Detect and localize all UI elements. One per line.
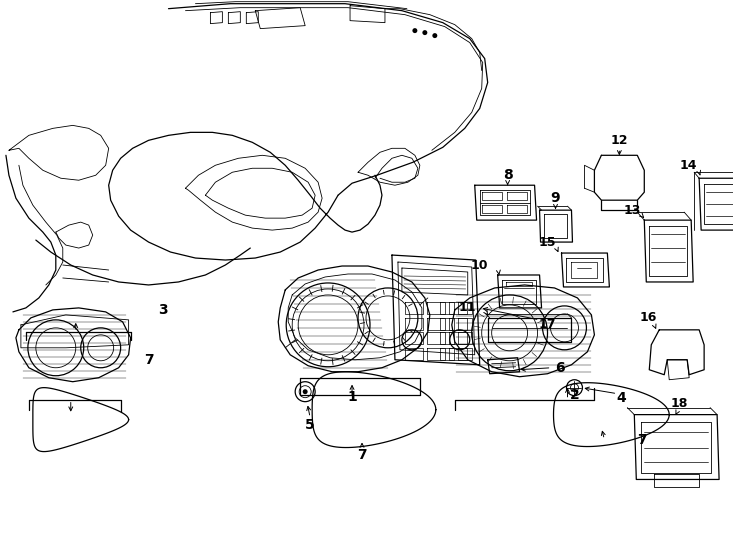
Text: 7: 7 bbox=[357, 448, 367, 462]
Text: 15: 15 bbox=[539, 235, 556, 248]
Text: 1: 1 bbox=[347, 390, 357, 404]
Text: 11: 11 bbox=[459, 301, 476, 314]
Circle shape bbox=[302, 389, 308, 394]
Text: 18: 18 bbox=[670, 397, 688, 410]
Text: 2: 2 bbox=[570, 388, 579, 402]
Text: 14: 14 bbox=[680, 159, 697, 172]
Circle shape bbox=[432, 33, 437, 38]
Text: 6: 6 bbox=[555, 361, 564, 375]
Text: 7: 7 bbox=[637, 433, 647, 447]
Text: 5: 5 bbox=[305, 417, 315, 431]
Circle shape bbox=[422, 30, 427, 35]
Text: 16: 16 bbox=[639, 312, 657, 325]
Text: 10: 10 bbox=[471, 259, 488, 272]
Text: 8: 8 bbox=[503, 168, 512, 182]
Text: 7: 7 bbox=[144, 353, 153, 367]
Circle shape bbox=[413, 28, 418, 33]
Text: 13: 13 bbox=[624, 204, 641, 217]
Text: 3: 3 bbox=[158, 303, 167, 317]
Text: 12: 12 bbox=[611, 134, 628, 147]
Text: 9: 9 bbox=[550, 191, 560, 205]
Text: 17: 17 bbox=[539, 319, 556, 332]
Text: 4: 4 bbox=[617, 390, 626, 404]
